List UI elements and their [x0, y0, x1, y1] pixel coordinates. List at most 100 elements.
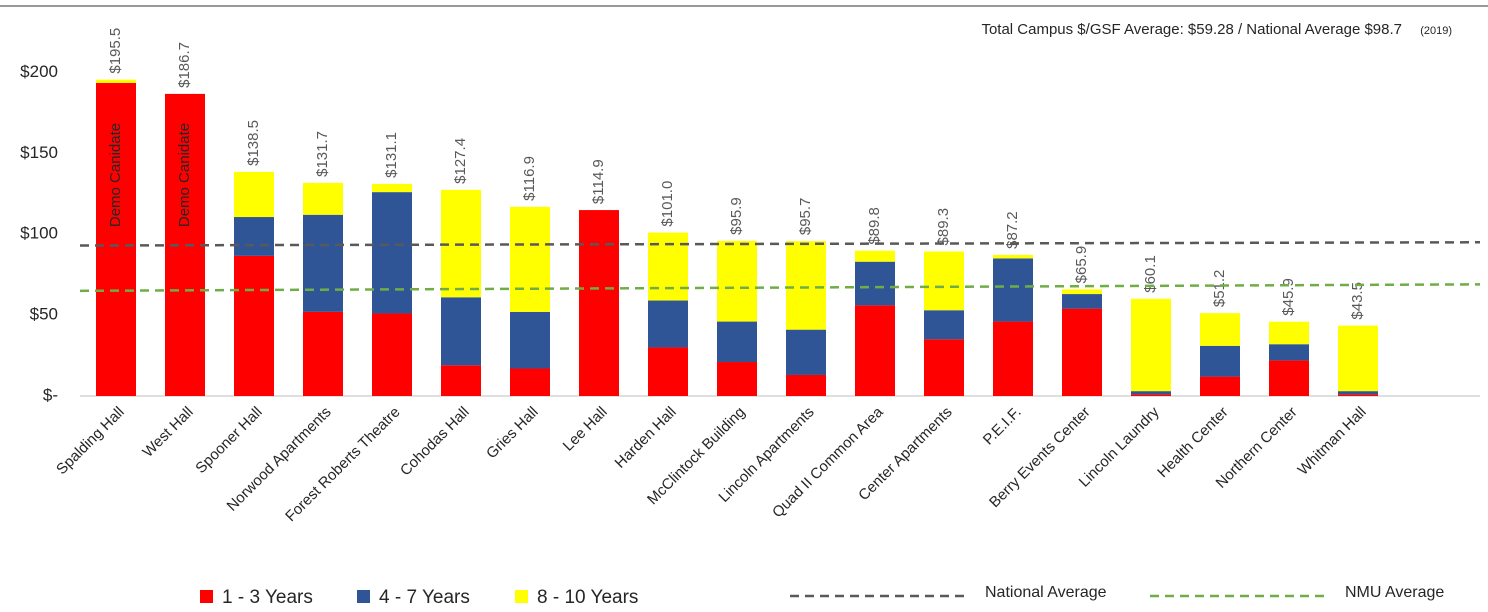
- y-tick-label: $150: [20, 143, 58, 162]
- bar-segment: [234, 217, 274, 256]
- legend-label: National Average: [985, 584, 1107, 601]
- bar-segment: [303, 182, 343, 215]
- bar-segment: [579, 210, 619, 396]
- total-label: $95.7: [797, 198, 814, 236]
- legend-swatch: [200, 590, 213, 603]
- bar-segment: [1338, 391, 1378, 395]
- bar-segment: [234, 255, 274, 396]
- bar-segment: [855, 261, 895, 306]
- bar-segment: [648, 347, 688, 396]
- x-tick-label: West Hall: [139, 404, 196, 461]
- bar-segment: [1200, 345, 1240, 377]
- total-label: $114.9: [590, 159, 607, 204]
- bar-segment: [648, 300, 688, 348]
- total-label: $195.5: [107, 28, 124, 74]
- bar-segment: [372, 313, 412, 396]
- x-tick-label: Spalding Hall: [53, 404, 128, 479]
- subtitle-note: (2019): [1420, 25, 1452, 37]
- y-tick-label: $50: [30, 305, 58, 324]
- total-label: $65.9: [1073, 246, 1090, 284]
- bar-segment: [717, 321, 757, 363]
- bar-segment: [1200, 313, 1240, 346]
- x-tick-label: P.E.I.F.: [980, 404, 1025, 449]
- legend-swatch: [357, 590, 370, 603]
- reference-line: [79, 283, 1481, 293]
- legend-label: 8 - 10 Years: [537, 587, 638, 608]
- bar-segment: [1269, 344, 1309, 361]
- y-tick-label: $-: [43, 385, 58, 404]
- total-label: $87.2: [1004, 211, 1021, 249]
- bar-segment: [648, 232, 688, 301]
- bar-segment: [924, 251, 964, 311]
- bar-segment: [1131, 298, 1171, 392]
- bar-segment: [1269, 321, 1309, 345]
- x-tick-label: Harden Hall: [612, 404, 680, 472]
- bar-segment: [855, 250, 895, 262]
- annotation: Demo Canidate: [176, 123, 193, 227]
- bar-segment: [510, 368, 550, 396]
- bar-segment: [1338, 325, 1378, 392]
- bar-segment: [786, 374, 826, 396]
- total-label: $89.3: [935, 208, 952, 246]
- bar-segment: [993, 258, 1033, 322]
- y-tick-label: $100: [20, 224, 58, 243]
- bar-segment: [96, 82, 136, 396]
- x-tick-label: Forest Roberts Theatre: [282, 404, 403, 525]
- total-label: $138.5: [245, 120, 262, 166]
- x-tick-label: Gries Hall: [483, 404, 542, 463]
- total-label: $89.8: [866, 207, 883, 245]
- total-label: $95.9: [728, 197, 745, 235]
- legend-swatch: [515, 590, 528, 603]
- bar-segment: [96, 79, 136, 83]
- y-tick-label: $200: [20, 62, 58, 81]
- bar-segment: [1062, 294, 1102, 309]
- bar-segment: [303, 214, 343, 312]
- legend-label: 4 - 7 Years: [379, 587, 470, 608]
- bar-segment: [441, 297, 481, 366]
- total-label: $131.7: [314, 131, 331, 177]
- total-label: $51.2: [1211, 270, 1228, 308]
- chart-subtitle: Total Campus $/GSF Average: $59.28 / Nat…: [981, 21, 1402, 38]
- x-tick-label: Lee Hall: [560, 404, 611, 455]
- bar-segment: [372, 192, 412, 314]
- bar-segment: [510, 311, 550, 369]
- legend-label: NMU Average: [1345, 584, 1444, 601]
- bar-segment: [1131, 394, 1171, 396]
- x-tick-label: Spooner Hall: [192, 404, 265, 477]
- bar-segment: [1131, 391, 1171, 395]
- x-tick-label: Cohodas Hall: [397, 404, 473, 480]
- bar-segment: [717, 240, 757, 322]
- bar-segment: [993, 321, 1033, 396]
- bar-segment: [1269, 360, 1309, 396]
- bar-segment: [924, 310, 964, 340]
- bar-segment: [786, 329, 826, 375]
- bar-segment: [234, 171, 274, 218]
- bar-segment: [786, 241, 826, 330]
- bar-segment: [1062, 308, 1102, 396]
- annotation: Demo Canidate: [107, 123, 124, 227]
- x-tick-label: Quad II Common Area: [769, 403, 887, 521]
- total-label: $60.1: [1142, 255, 1159, 293]
- total-label: $127.4: [452, 138, 469, 184]
- total-label: $186.7: [176, 42, 193, 88]
- bar-segment: [993, 254, 1033, 259]
- legend-label: 1 - 3 Years: [222, 587, 313, 608]
- bar-segment: [441, 365, 481, 396]
- bar-segment: [1338, 394, 1378, 396]
- total-label: $116.9: [521, 156, 538, 201]
- bar-segment: [510, 206, 550, 312]
- bar-segment: [855, 305, 895, 396]
- bar-segment: [372, 183, 412, 193]
- total-label: $101.0: [659, 181, 676, 227]
- bar-segment: [1062, 289, 1102, 295]
- total-label: $131.1: [383, 132, 400, 178]
- total-label: $45.9: [1280, 278, 1297, 316]
- bar-segment: [924, 339, 964, 396]
- x-tick-label: Health Center: [1154, 404, 1231, 481]
- bar-segment: [717, 362, 757, 396]
- reference-line: [79, 241, 1481, 247]
- bar-segment: [303, 311, 343, 396]
- bar-segment: [1200, 376, 1240, 396]
- total-label: $43.5: [1349, 282, 1366, 320]
